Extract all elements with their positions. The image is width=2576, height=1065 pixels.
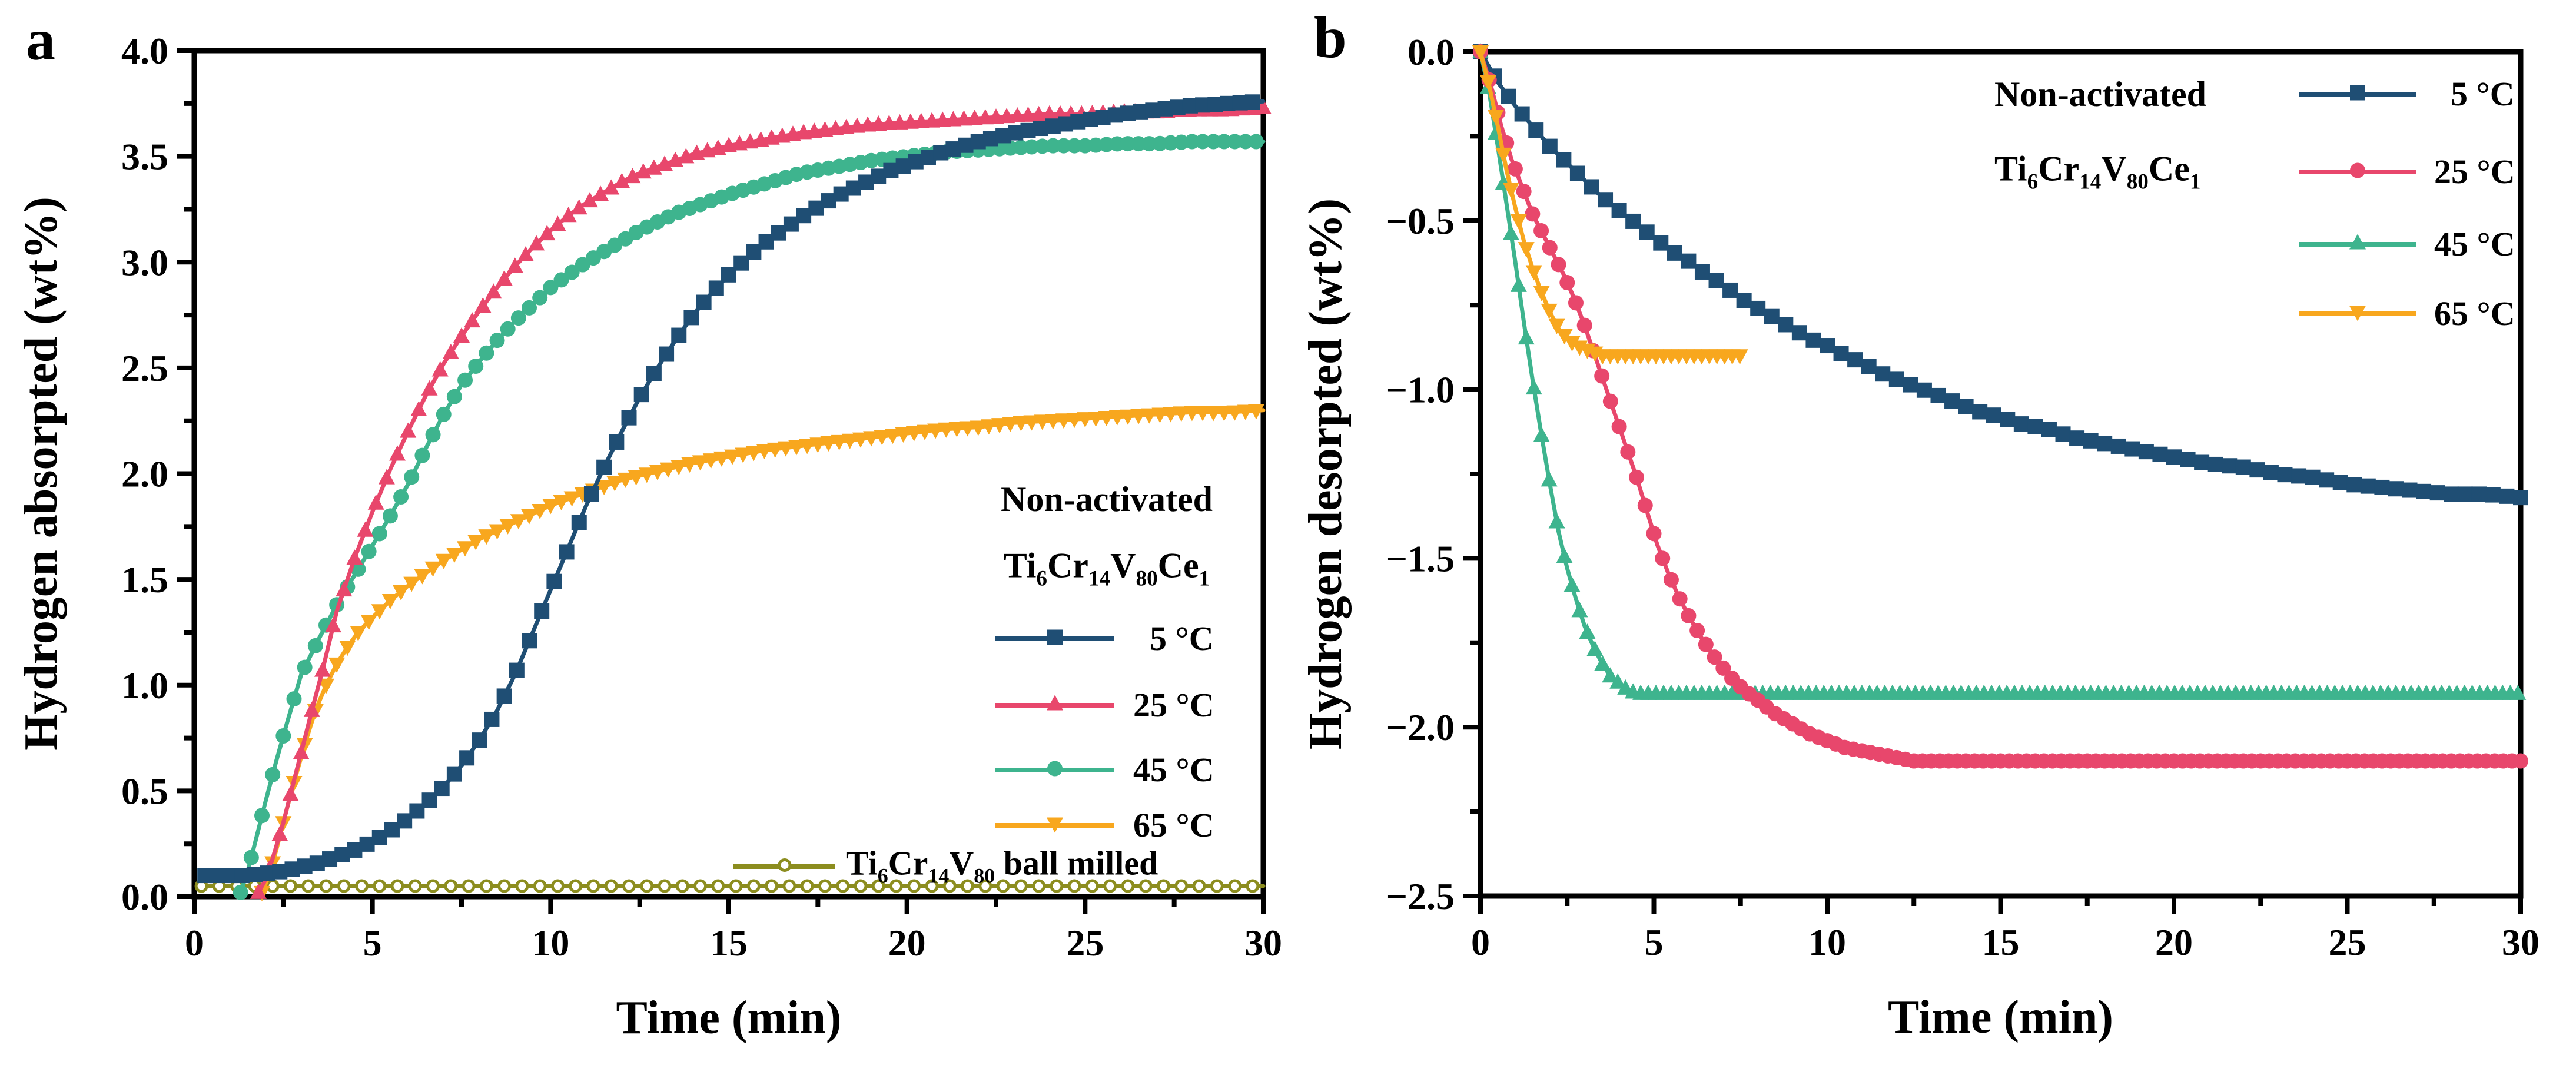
yaxis-title-a: Hydrogen absorpted (wt%) [15,197,67,751]
svg-text:0.0: 0.0 [121,876,168,918]
panel-a-series-ball-milled [194,879,1266,893]
svg-text:30: 30 [1244,922,1282,964]
svg-text:5: 5 [1645,921,1664,963]
panel-b-series-65C [1472,45,1748,365]
panel-b-axes: 0 5 10 15 20 25 30 0.0 −0.5 −1.0 −1.5 −2.0 −2.5 Time … [1300,31,2540,1043]
svg-text:4.0: 4.0 [121,30,168,72]
svg-text:25: 25 [2329,921,2366,963]
panel-b-series-5C [1473,44,2528,506]
svg-text:2.5: 2.5 [121,347,168,389]
panel-a-series-65C [254,404,1266,901]
svg-text:20: 20 [2155,921,2193,963]
svg-text:−1.0: −1.0 [1386,369,1455,411]
svg-text:−2.5: −2.5 [1386,875,1455,917]
svg-text:0: 0 [185,922,204,964]
xaxis-title-a: Time (min) [616,992,842,1044]
svg-text:1.5: 1.5 [121,559,168,600]
panel-b-series-45C [1472,43,2527,700]
svg-text:10: 10 [1808,921,1846,963]
svg-text:10: 10 [532,922,569,964]
svg-text:0.5: 0.5 [121,770,168,812]
svg-text:−0.5: −0.5 [1386,200,1455,242]
svg-text:0: 0 [1471,921,1490,963]
svg-text:0.0: 0.0 [1407,31,1455,73]
svg-text:−2.0: −2.0 [1386,706,1455,748]
svg-text:1.0: 1.0 [121,665,168,706]
yaxis-title-b: Hydrogen desorpted (wt%) [1300,198,1352,749]
svg-text:30: 30 [2502,921,2540,963]
svg-text:−1.5: −1.5 [1386,538,1455,579]
svg-text:25: 25 [1066,922,1104,964]
svg-text:15: 15 [1982,921,2020,963]
panel-b-series-25C [1473,44,2528,769]
svg-text:5: 5 [363,922,382,964]
panel-a-series-5C [197,94,1266,884]
svg-text:3.0: 3.0 [121,241,168,283]
xaxis-title-b: Time (min) [1888,991,2113,1043]
panel-a-letter: a [26,7,55,72]
svg-text:15: 15 [710,922,748,964]
panel-a-axes: 0 5 10 15 20 25 30 0.0 0.5 1.0 1.5 2.0 2.5 3.0 3.5 4.0 T… [15,30,1282,1044]
panel-b-letter: b [1314,5,1347,70]
svg-text:20: 20 [888,922,926,964]
svg-text:3.5: 3.5 [121,136,168,178]
svg-text:2.0: 2.0 [121,453,168,495]
